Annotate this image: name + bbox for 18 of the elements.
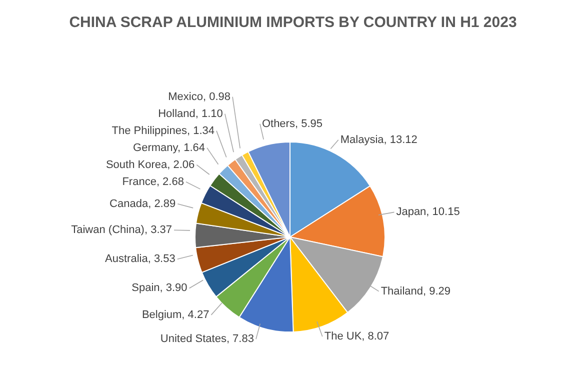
slice-label: Canada, 2.89 — [110, 198, 176, 210]
slice-label: Belgium, 4.27 — [142, 308, 210, 321]
slice-label: United States, 7.83 — [160, 333, 254, 346]
slice-label: The Philippines, 1.34 — [112, 124, 214, 137]
slice-label: Taiwan (China), 3.37 — [71, 224, 172, 236]
slice-label: Malaysia, 13.12 — [340, 134, 418, 146]
slice-label: The UK, 8.07 — [324, 330, 390, 343]
slice-label: South Korea, 2.06 — [106, 158, 195, 171]
chart-title: CHINA SCRAP ALUMINIUM IMPORTS BY COUNTRY IN H1 2023 — [68, 14, 518, 31]
slice-label: Germany, 1.64 — [133, 142, 205, 154]
slice-label: Others, 5.95 — [262, 118, 323, 130]
slice-label: France, 2.68 — [122, 176, 184, 188]
slice-label: Spain, 3.90 — [132, 282, 188, 294]
slice-label: Holland, 1.10 — [158, 108, 223, 120]
slice-label: Australia, 3.53 — [105, 253, 176, 266]
slice-label: Thailand, 9.29 — [380, 285, 451, 298]
slice-label: Japan, 10.15 — [396, 206, 460, 218]
slice-label: Mexico, 0.98 — [168, 90, 231, 103]
